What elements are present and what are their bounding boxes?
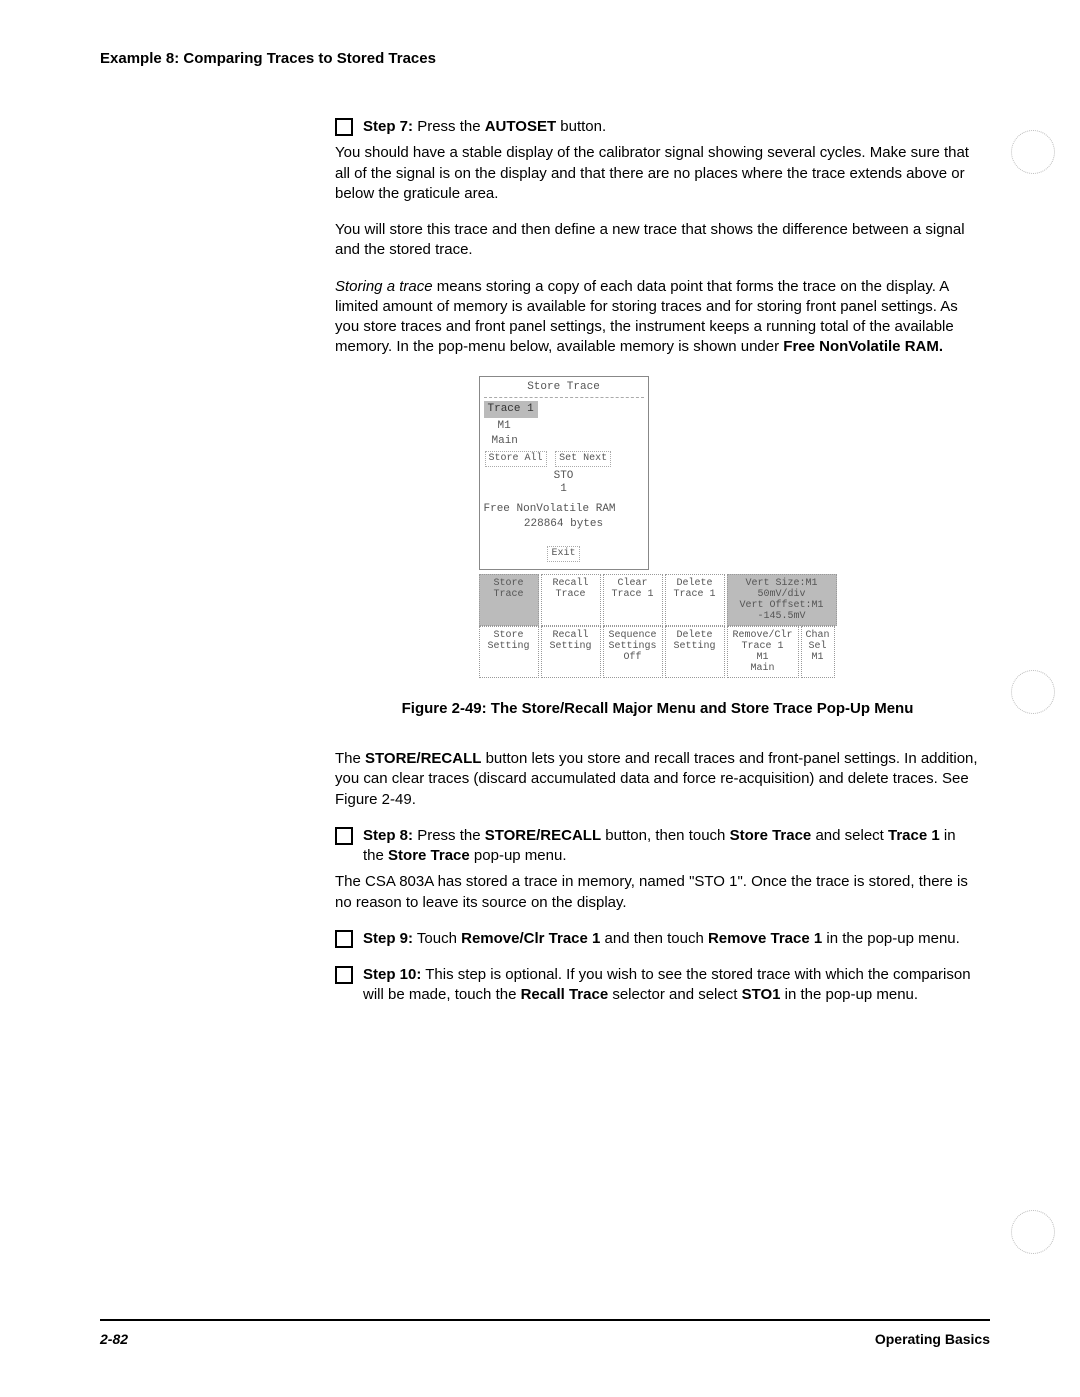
- popup-line: Main: [484, 435, 644, 448]
- menu-recall-setting: RecallSetting: [541, 626, 601, 678]
- step-10: Step 10: This step is optional. If you w…: [335, 965, 980, 1006]
- footer-title: Operating Basics: [875, 1331, 990, 1347]
- menu-chan-sel: ChanSelM1: [801, 626, 835, 678]
- checkbox-icon: [335, 930, 353, 948]
- step-label: Step 8:: [363, 827, 413, 844]
- set-next-button: Set Next: [555, 451, 611, 467]
- step-text: Step 8: Press the STORE/RECALL button, t…: [363, 826, 980, 867]
- binder-hole: [1011, 130, 1055, 174]
- store-all-button: Store All: [485, 451, 547, 467]
- popup-line: STO 1: [484, 470, 644, 496]
- checkbox-icon: [335, 827, 353, 845]
- page-number: 2-82: [100, 1331, 128, 1347]
- popup-title: Store Trace: [484, 381, 644, 398]
- menu-vert-size: Vert Size:M1 50mV/div Vert Offset:M1 -14…: [727, 574, 837, 626]
- menu-delete-trace: DeleteTrace 1: [665, 574, 725, 626]
- step-7: Step 7: Press the AUTOSET button.: [335, 117, 980, 137]
- free-ram-bytes: 228864 bytes: [484, 518, 644, 531]
- checkbox-icon: [335, 966, 353, 984]
- popup-panel: Store Trace Trace 1 M1 Main Store All Se…: [479, 376, 649, 571]
- binder-hole: [1011, 670, 1055, 714]
- menu-sequence: SequenceSettingsOff: [603, 626, 663, 678]
- figure: Store Trace Trace 1 M1 Main Store All Se…: [335, 376, 980, 679]
- menu-row-1: StoreTrace RecallTrace ClearTrace 1 Dele…: [479, 574, 837, 626]
- binder-hole: [1011, 1210, 1055, 1254]
- menu-clear-trace: ClearTrace 1: [603, 574, 663, 626]
- popup-screenshot: Store Trace Trace 1 M1 Main Store All Se…: [479, 376, 837, 679]
- menu-recall-trace: RecallTrace: [541, 574, 601, 626]
- checkbox-icon: [335, 118, 353, 136]
- section-header: Example 8: Comparing Traces to Stored Tr…: [100, 50, 990, 67]
- popup-line: M1: [484, 420, 644, 433]
- spacer: [335, 955, 980, 965]
- step-text: Step 10: This step is optional. If you w…: [363, 965, 980, 1006]
- step-9: Step 9: Touch Remove/Clr Trace 1 and the…: [335, 929, 980, 949]
- menu-store-setting: StoreSetting: [479, 626, 539, 678]
- menu-store-trace: StoreTrace: [479, 574, 539, 626]
- paragraph: The CSA 803A has stored a trace in memor…: [335, 872, 980, 913]
- trace-selected: Trace 1: [484, 401, 538, 418]
- figure-caption: Figure 2-49: The Store/Recall Major Menu…: [335, 698, 980, 719]
- paragraph: Storing a trace means storing a copy of …: [335, 277, 980, 358]
- step-text: Step 7: Press the AUTOSET button.: [363, 117, 980, 137]
- step-label: Step 9:: [363, 930, 413, 947]
- menu-row-2: StoreSetting RecallSetting SequenceSetti…: [479, 626, 837, 678]
- step-text: Step 9: Touch Remove/Clr Trace 1 and the…: [363, 929, 980, 949]
- paragraph: The STORE/RECALL button lets you store a…: [335, 749, 980, 810]
- step-label: Step 7:: [363, 118, 413, 135]
- page: Example 8: Comparing Traces to Stored Tr…: [0, 0, 1080, 1397]
- free-ram-label: Free NonVolatile RAM: [484, 503, 644, 516]
- paragraph: You will store this trace and then defin…: [335, 220, 980, 261]
- footer: 2-82 Operating Basics: [100, 1319, 990, 1347]
- menu-remove-clr: Remove/ClrTrace 1M1Main: [727, 626, 799, 678]
- menu-delete-setting: DeleteSetting: [665, 626, 725, 678]
- content: Step 7: Press the AUTOSET button. You sh…: [335, 117, 980, 1006]
- popup-line: Exit: [484, 545, 644, 563]
- paragraph: You should have a stable display of the …: [335, 143, 980, 204]
- step-label: Step 10:: [363, 966, 421, 983]
- exit-button: Exit: [547, 546, 579, 562]
- popup-line: Store All Set Next: [484, 450, 644, 468]
- step-8: Step 8: Press the STORE/RECALL button, t…: [335, 826, 980, 867]
